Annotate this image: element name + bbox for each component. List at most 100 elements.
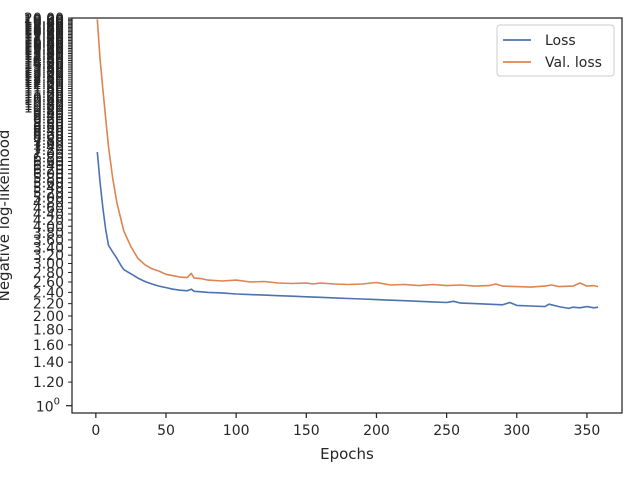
- y-tick-label: 18.20: [24, 23, 64, 39]
- x-tick-label: 50: [157, 423, 175, 439]
- y-tick-label: 12.60: [24, 71, 64, 87]
- y-tick-label: 4.00: [33, 219, 64, 235]
- y-tick-label: 18.60: [24, 20, 64, 36]
- y-tick-label: 6.60: [33, 154, 64, 170]
- y-tick-label: 9.80: [33, 103, 64, 119]
- y-tick-label: 15.00: [24, 48, 64, 64]
- y-axis: 1.20 1.401.601.802.002.202.402.602.803.00…: [24, 11, 72, 416]
- y-tick-label: 13.60: [24, 61, 64, 77]
- y-tick-label: 5.20: [33, 185, 64, 201]
- y-tick-label: 10.60: [24, 93, 64, 109]
- y-tick-label: 2.80: [33, 265, 64, 281]
- y-tick-label: 5.00: [33, 190, 64, 206]
- y-tick-label: 12.00: [24, 77, 64, 93]
- y-tick-label: 8.60: [33, 120, 64, 136]
- y-tick-label: 2.00: [33, 309, 64, 325]
- y-tick-label: 20.00: [24, 11, 64, 27]
- x-tick-label: 350: [574, 423, 601, 439]
- y-tick-label: 2.60: [33, 275, 64, 291]
- y-tick-label: 11.00: [24, 88, 64, 104]
- y-tick-label: 3.60: [33, 233, 64, 249]
- y-tick-label: 9.60: [33, 106, 64, 122]
- y-tick-label: 19.60: [24, 14, 64, 30]
- y-tick-label: 4.60: [33, 201, 64, 217]
- y-tick-label: 3.20: [33, 248, 64, 264]
- y-tick-label: 8.20: [33, 126, 64, 142]
- y-tick-label: 5.40: [33, 180, 64, 196]
- y-tick-label: 18.40: [24, 22, 64, 38]
- y-tick-label: 4.80: [33, 196, 64, 212]
- y-tick-label: 10.80: [24, 91, 64, 107]
- y-tick-label: 18.80: [24, 19, 64, 35]
- y-tick-label: 10.20: [24, 98, 64, 114]
- y-tick-label: 18.00: [24, 25, 64, 41]
- y-tick-label: 15.60: [24, 43, 64, 59]
- y-major-tick-exponent: 0: [54, 397, 60, 408]
- y-tick-label: 17.40: [24, 29, 64, 45]
- y-tick-label: 19.20: [24, 16, 64, 32]
- x-tick-label: 150: [293, 423, 320, 439]
- y-tick-label: 7.60: [33, 136, 64, 152]
- plot-lines: [96, 19, 599, 310]
- series-line-val-loss: [96, 19, 599, 288]
- x-tick-label: 300: [503, 423, 530, 439]
- y-major-tick-base: 10: [36, 400, 54, 416]
- y-tick-label: 17.60: [24, 28, 64, 44]
- y-tick-label: 16.60: [24, 35, 64, 51]
- y-tick-label: 8.00: [33, 130, 64, 146]
- y-tick-label: 6.40: [33, 158, 64, 174]
- y-tick-label: 11.20: [24, 86, 64, 102]
- y-tick-label: 6.20: [33, 163, 64, 179]
- y-tick-label: 5.80: [33, 171, 64, 187]
- y-tick-label: 19.40: [24, 15, 64, 31]
- y-tick-label: 14.40: [24, 54, 64, 70]
- y-tick-label: 7.20: [33, 143, 64, 159]
- y-tick-label: 12.20: [24, 75, 64, 91]
- y-tick-label: 13.00: [24, 67, 64, 83]
- y-tick-label: 1.40: [33, 355, 64, 371]
- y-tick-label: 8.80: [33, 117, 64, 133]
- y-tick-label: 11.80: [24, 79, 64, 95]
- y-tick-label: 9.20: [33, 111, 64, 127]
- y-tick-label: 10.40: [24, 96, 64, 112]
- y-tick-label: 17.80: [24, 26, 64, 42]
- y-tick-label: 8.40: [33, 123, 64, 139]
- y-tick-label: 14.80: [24, 50, 64, 66]
- y-tick-label: 3.00: [33, 257, 64, 273]
- series-line-loss: [96, 151, 599, 310]
- y-tick-label: 14.60: [24, 52, 64, 68]
- y-tick-label: 3.80: [33, 226, 64, 242]
- y-tick-label: 19.00: [24, 18, 64, 34]
- y-tick-label: 19.80: [24, 12, 64, 28]
- y-tick-label: 3.40: [33, 240, 64, 256]
- x-tick-label: 200: [363, 423, 390, 439]
- y-tick-label: 5.60: [33, 176, 64, 192]
- x-tick-label: 250: [433, 423, 460, 439]
- y-tick-label: 10.00: [24, 101, 64, 117]
- y-tick-label: 15.20: [24, 47, 64, 63]
- y-tick-label: 13.40: [24, 63, 64, 79]
- y-tick-label: 2.40: [33, 285, 64, 301]
- y-tick-label: 12.80: [24, 69, 64, 85]
- y-tick-label: 17.20: [24, 31, 64, 47]
- y-tick-label: 13.20: [24, 65, 64, 81]
- y-tick-label: 15.40: [24, 45, 64, 61]
- y-tick-label: 11.60: [24, 81, 64, 97]
- y-tick-label: 4.20: [33, 213, 64, 229]
- y-tick-label: 7.00: [33, 147, 64, 163]
- y-axis-title: Negative log-likelihood: [0, 130, 13, 302]
- y-tick-label: 9.40: [33, 109, 64, 125]
- y-tick-label: 1.20: [33, 375, 64, 391]
- legend-label-loss: Loss: [545, 33, 576, 49]
- x-axis-title: Epochs: [320, 445, 374, 463]
- y-tick-label: 13.80: [24, 59, 64, 75]
- y-major-tick-label: 100: [36, 397, 60, 416]
- y-tick-label: 16.00: [24, 40, 64, 56]
- y-tick-label: 9.00: [33, 114, 64, 130]
- y-tick-label: 6.80: [33, 151, 64, 167]
- y-tick-label: 17.00: [24, 32, 64, 48]
- y-tick-label: 7.80: [33, 133, 64, 149]
- y-tick-label: 11.40: [24, 84, 64, 100]
- y-tick-label: 16.80: [24, 34, 64, 50]
